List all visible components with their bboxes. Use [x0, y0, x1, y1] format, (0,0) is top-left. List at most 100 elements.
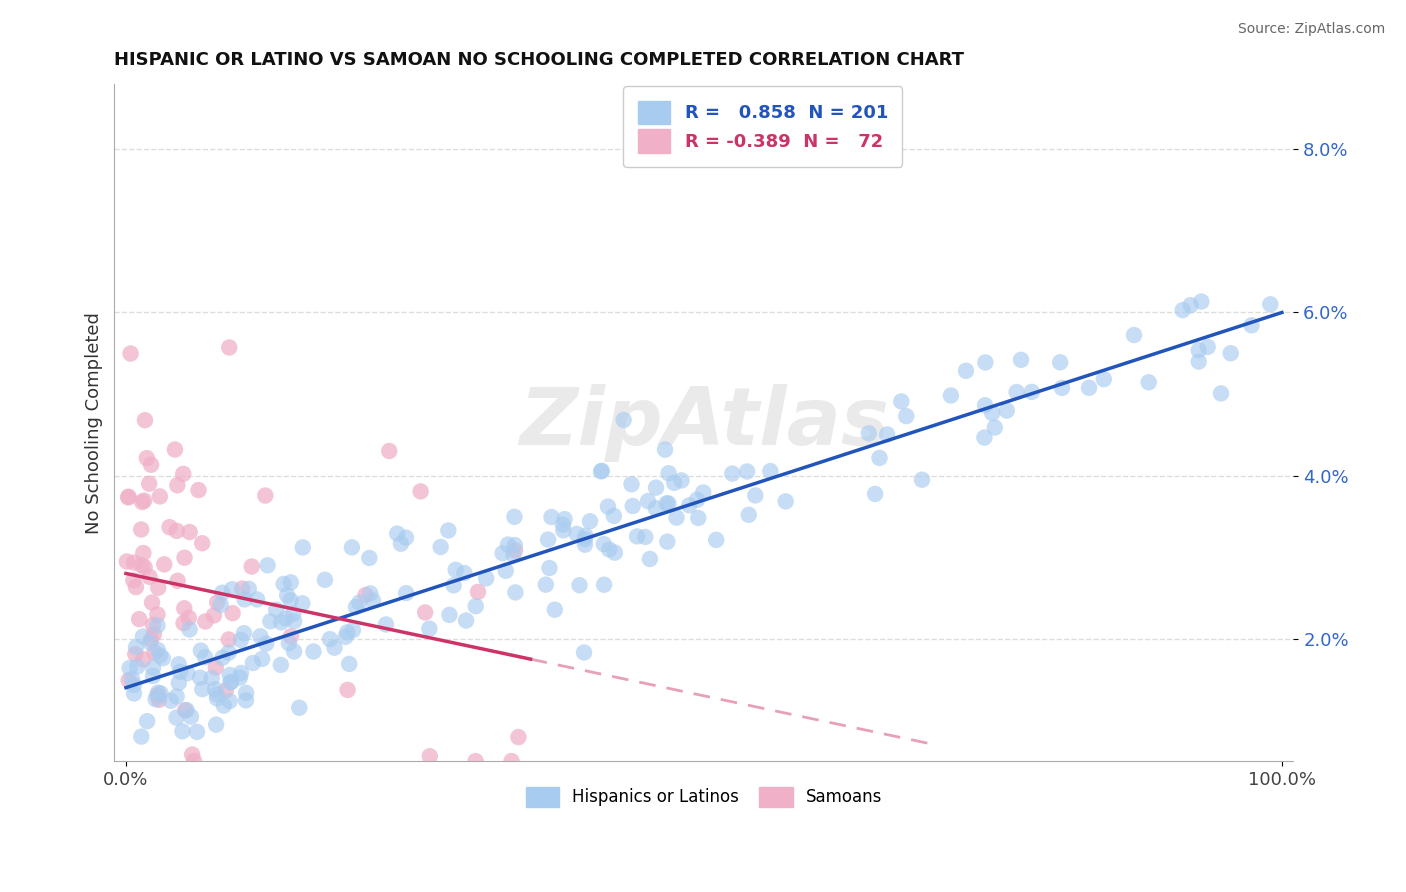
Point [201, 671, 224, 685]
Point [323, 640, 346, 655]
Point [183, 754, 205, 768]
Point [160, 694, 183, 708]
Point [172, 467, 194, 481]
Point [409, 484, 432, 499]
Point [775, 494, 797, 508]
Point [204, 660, 226, 674]
Point [280, 593, 302, 607]
Point [336, 625, 359, 640]
Point [1049, 355, 1071, 369]
Point [249, 629, 271, 643]
Point [136, 714, 159, 729]
Point [127, 659, 149, 673]
Point [205, 687, 228, 701]
Point [735, 465, 758, 479]
Point [148, 581, 170, 595]
Point [1137, 376, 1160, 390]
Point [277, 636, 299, 650]
Point [939, 388, 962, 402]
Point [280, 629, 302, 643]
Point [574, 538, 596, 552]
Point [869, 450, 891, 465]
Point [314, 573, 336, 587]
Point [259, 615, 281, 629]
Point [186, 725, 208, 739]
Point [344, 599, 367, 614]
Point [229, 632, 252, 647]
Point [502, 547, 524, 561]
Point [132, 630, 155, 644]
Point [212, 698, 235, 713]
Point [336, 682, 359, 697]
Point [166, 690, 188, 704]
Text: Source: ZipAtlas.com: Source: ZipAtlas.com [1237, 22, 1385, 37]
Point [122, 574, 145, 588]
Point [219, 675, 242, 690]
Point [194, 650, 217, 665]
Point [205, 595, 228, 609]
Point [129, 523, 152, 537]
Point [551, 517, 574, 532]
Point [187, 483, 209, 497]
Point [721, 467, 744, 481]
Point [361, 593, 384, 607]
Point [134, 493, 156, 508]
Point [122, 686, 145, 700]
Point [131, 495, 153, 509]
Point [205, 717, 228, 731]
Point [163, 442, 186, 457]
Point [973, 431, 995, 445]
Point [218, 632, 240, 647]
Point [146, 686, 169, 700]
Point [250, 652, 273, 666]
Point [464, 599, 486, 614]
Point [146, 618, 169, 632]
Point [191, 536, 214, 550]
Point [190, 643, 212, 657]
Point [876, 427, 898, 442]
Legend: Hispanics or Latinos, Samoans: Hispanics or Latinos, Samoans [519, 780, 889, 814]
Point [340, 541, 363, 555]
Point [678, 498, 700, 512]
Point [146, 643, 169, 657]
Point [984, 420, 1007, 434]
Point [176, 666, 198, 681]
Point [686, 492, 709, 507]
Point [1021, 384, 1043, 399]
Point [359, 551, 381, 566]
Point [167, 657, 190, 672]
Point [291, 541, 314, 555]
Point [148, 693, 170, 707]
Point [117, 673, 139, 688]
Point [744, 488, 766, 502]
Point [179, 524, 201, 539]
Point [153, 558, 176, 572]
Point [568, 578, 591, 592]
Point [139, 635, 162, 649]
Point [429, 540, 451, 554]
Point [283, 614, 305, 628]
Point [621, 499, 644, 513]
Point [240, 559, 263, 574]
Point [1219, 346, 1241, 360]
Point [122, 678, 145, 692]
Point [238, 582, 260, 596]
Point [657, 496, 679, 510]
Point [974, 398, 997, 412]
Point [139, 632, 162, 647]
Point [180, 709, 202, 723]
Point [188, 671, 211, 685]
Point [349, 596, 371, 610]
Point [1188, 343, 1211, 358]
Point [1197, 340, 1219, 354]
Point [205, 691, 228, 706]
Point [626, 529, 648, 543]
Point [638, 552, 661, 566]
Point [574, 529, 596, 543]
Point [1180, 298, 1202, 312]
Point [453, 566, 475, 580]
Point [273, 577, 295, 591]
Point [270, 657, 292, 672]
Point [142, 669, 165, 683]
Point [1078, 381, 1101, 395]
